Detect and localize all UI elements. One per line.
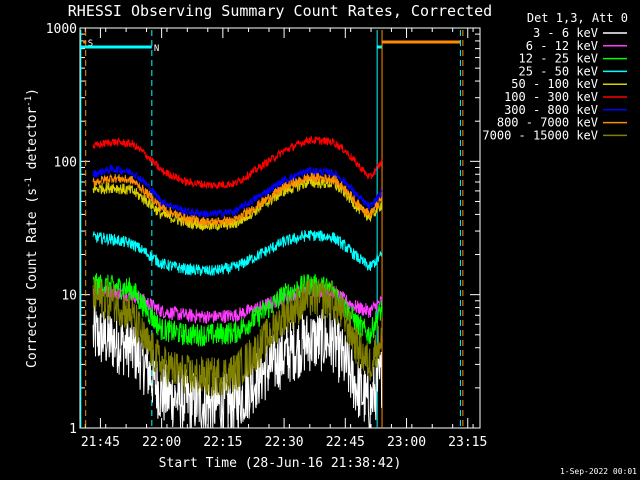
legend-header: Det 1,3, Att 0 — [527, 11, 628, 25]
series-lines — [92, 136, 383, 429]
x-tick-label: 22:30 — [265, 435, 304, 450]
series-line — [92, 229, 383, 276]
series-line — [92, 277, 383, 397]
y-tick-label: 1000 — [46, 22, 77, 37]
series-line — [92, 136, 383, 190]
legend-label: 800 - 7000 keV — [497, 116, 598, 130]
flag-label: N — [154, 44, 159, 54]
series-line — [92, 175, 383, 232]
series-line — [92, 164, 383, 218]
legend-label: 50 - 100 keV — [511, 77, 598, 91]
series-line — [92, 172, 383, 227]
x-tick-label: 22:45 — [326, 435, 365, 450]
x-tick-label: 22:15 — [203, 435, 242, 450]
chart-title: RHESSI Observing Summary Count Rates, Co… — [68, 2, 492, 20]
x-axis: 21:45 22:00 22:15 22:30 22:45 23:00 23:15 — [81, 28, 487, 450]
x-tick-label: 23:00 — [387, 435, 426, 450]
legend-label: 7000 - 15000 keV — [482, 128, 598, 142]
legend-label: 6 - 12 keV — [526, 39, 598, 53]
x-axis-label: Start Time (28-Jun-16 21:38:42) — [159, 456, 402, 471]
y-axis-label: Corrected Count Rate (s-1 detector-1) — [24, 88, 40, 368]
legend-label: 300 - 800 keV — [504, 103, 598, 117]
flag-label: S — [88, 39, 93, 49]
y-tick-label: 1 — [69, 422, 77, 437]
series-line — [92, 273, 383, 347]
legend-label: 12 - 25 keV — [519, 52, 598, 66]
legend-label: 100 - 300 keV — [504, 90, 598, 104]
legend-label: 25 - 50 keV — [519, 64, 598, 78]
y-tick-label: 10 — [61, 289, 77, 304]
x-tick-label: 21:45 — [81, 435, 120, 450]
x-tick-label: 23:15 — [448, 435, 487, 450]
x-tick-label: 22:00 — [142, 435, 181, 450]
y-axis: 1 10 100 1000 — [46, 22, 480, 437]
y-tick-label: 100 — [54, 155, 77, 170]
plot-frame — [79, 27, 481, 429]
legend-label: 3 - 6 keV — [533, 26, 598, 40]
date-stamp: 1-Sep-2022 00:01 — [560, 467, 637, 476]
